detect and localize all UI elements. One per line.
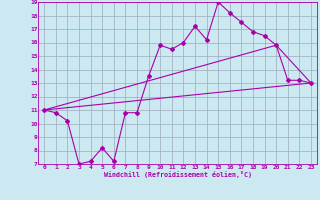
X-axis label: Windchill (Refroidissement éolien,°C): Windchill (Refroidissement éolien,°C)	[104, 171, 252, 178]
